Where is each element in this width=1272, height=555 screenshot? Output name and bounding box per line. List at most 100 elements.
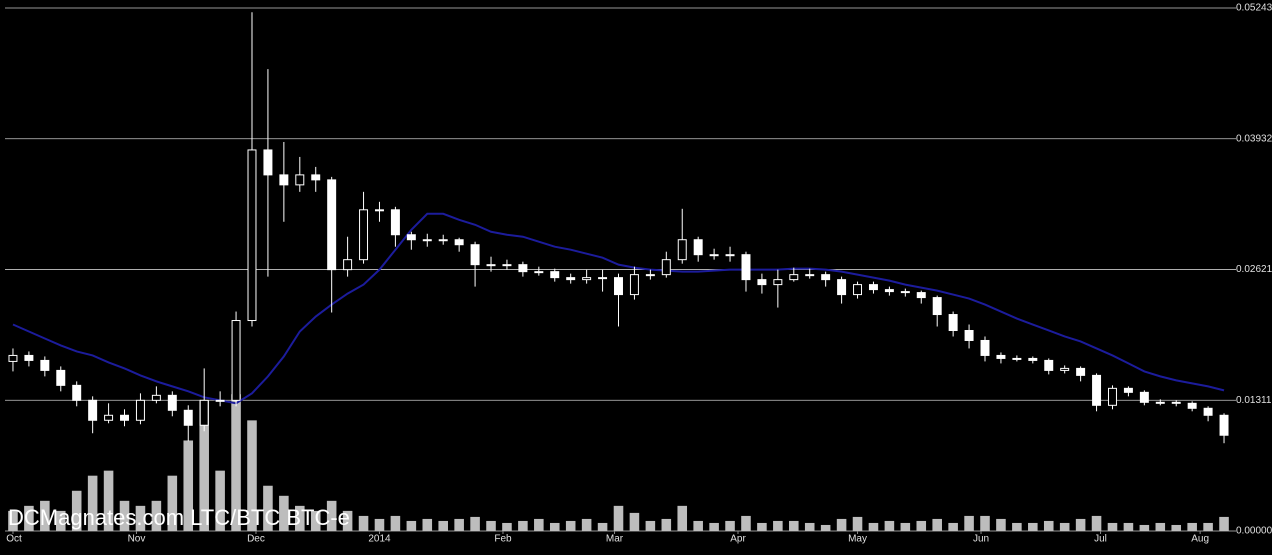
volume-bar xyxy=(1139,524,1150,531)
volume-bar xyxy=(422,518,433,531)
volume-bar xyxy=(900,522,911,531)
volume-bar xyxy=(565,520,576,531)
x-tick-label: Apr xyxy=(730,534,746,545)
candle-body xyxy=(1092,374,1102,406)
volume-bar xyxy=(645,520,656,531)
candle-body xyxy=(1187,402,1197,409)
volume-bar xyxy=(518,520,528,531)
candle-body xyxy=(343,259,353,271)
volume-bar xyxy=(996,518,1006,531)
candle-body xyxy=(614,277,623,296)
candle-body xyxy=(1203,407,1213,416)
candle-body xyxy=(486,264,496,267)
candle-body xyxy=(135,399,145,421)
volume-bar xyxy=(119,500,130,531)
volume-bar xyxy=(1123,522,1134,531)
candle-body xyxy=(582,277,592,281)
volume-bar xyxy=(486,520,496,531)
volume-bar xyxy=(167,475,178,531)
candle-body xyxy=(24,354,34,361)
volume-bar xyxy=(1203,522,1213,531)
volume-bar xyxy=(358,515,369,531)
volume-bar xyxy=(470,516,480,531)
volume-bar xyxy=(342,510,353,531)
candle-body xyxy=(677,239,687,261)
volume-bar xyxy=(454,518,464,531)
candle-body xyxy=(884,289,894,293)
volume-bar xyxy=(868,522,879,531)
candle-body xyxy=(438,239,448,242)
volume-bar xyxy=(374,518,385,531)
candle-body xyxy=(1219,414,1229,436)
candle-body xyxy=(327,179,337,271)
volume-bar xyxy=(804,522,815,531)
candle-body xyxy=(390,209,400,236)
candle-body xyxy=(837,279,847,296)
candle-body xyxy=(8,354,18,362)
candle-body xyxy=(693,239,703,256)
candle-body xyxy=(757,279,767,286)
candle-body xyxy=(422,239,432,242)
volume-bar xyxy=(980,515,990,531)
x-tick-label: Feb xyxy=(494,534,512,545)
x-tick-label: Oct xyxy=(6,534,22,545)
volume-bar xyxy=(836,518,847,531)
volume-bar xyxy=(231,394,241,531)
candle-body xyxy=(805,274,815,277)
candle-body xyxy=(661,259,671,276)
candle-body xyxy=(231,320,241,401)
candle-body xyxy=(773,279,783,286)
candle-body xyxy=(932,297,942,316)
candle-body xyxy=(120,414,129,421)
volume-bar xyxy=(326,500,337,531)
candle-body xyxy=(853,284,863,296)
volume-bar xyxy=(279,495,289,531)
candle-body xyxy=(88,399,98,421)
volume-bar xyxy=(1012,522,1022,531)
volume-bar xyxy=(1091,515,1102,531)
volume-bar xyxy=(1059,522,1070,531)
candle-body xyxy=(406,234,416,241)
candle-body xyxy=(996,354,1006,359)
volume-bar xyxy=(183,440,194,531)
volume-bar xyxy=(725,520,735,531)
volume-bar xyxy=(916,520,927,531)
volume-bar xyxy=(406,520,417,531)
candle-body xyxy=(454,239,464,246)
candle-body xyxy=(470,244,480,266)
candle-body xyxy=(1076,367,1086,376)
volume-bar xyxy=(247,420,257,531)
candle-body xyxy=(215,399,225,402)
candle-body xyxy=(964,329,974,341)
volume-bar xyxy=(964,515,974,531)
candle-body xyxy=(550,271,560,279)
volume-bar xyxy=(581,518,592,531)
volume-bar xyxy=(8,510,18,531)
volume-bar xyxy=(135,505,146,531)
volume-bar xyxy=(1028,522,1038,531)
candle-body xyxy=(645,274,655,277)
candle-body xyxy=(263,149,273,176)
volume-bar xyxy=(1075,518,1086,531)
y-tick-label: 0.05243 xyxy=(1236,3,1272,14)
volume-bar xyxy=(773,520,783,531)
y-tick-label: 0.03932 xyxy=(1236,133,1272,144)
x-tick-label: Jul xyxy=(1094,534,1107,545)
volume-bar xyxy=(103,470,114,531)
volume-bar xyxy=(438,520,448,531)
moving-average-line xyxy=(12,212,1225,405)
volume-bar xyxy=(263,485,273,531)
volume-bar xyxy=(40,500,50,531)
candle-body xyxy=(295,174,305,186)
volume-bar xyxy=(215,470,225,531)
volume-bar xyxy=(820,524,831,531)
x-tick-label: 2014 xyxy=(368,534,391,545)
y-tick-label: 0.00000 xyxy=(1236,526,1272,537)
volume-bar xyxy=(310,510,321,531)
y-tick-label: 0.02621 xyxy=(1236,264,1272,275)
candle-body xyxy=(1171,401,1181,404)
volume-bar xyxy=(884,520,895,531)
candle-body xyxy=(72,384,82,401)
candle-body xyxy=(868,284,878,291)
volume-bar xyxy=(24,505,34,531)
